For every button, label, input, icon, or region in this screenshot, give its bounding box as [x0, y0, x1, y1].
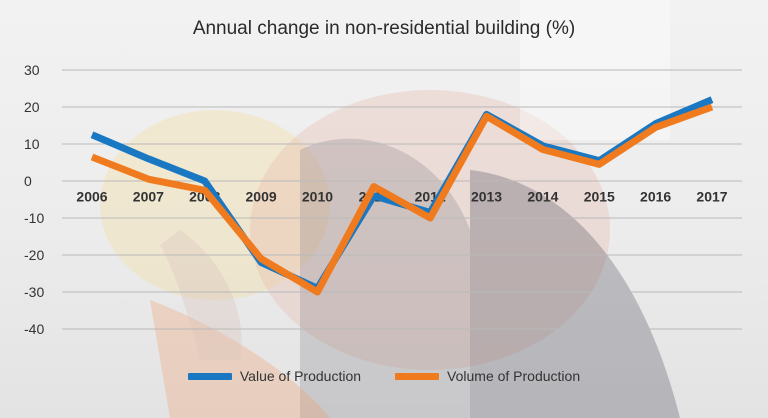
x-tick-label: 2006 [76, 188, 107, 204]
y-tick-label: -30 [24, 284, 44, 300]
x-tick-label: 2007 [133, 188, 164, 204]
series-line-volume [90, 103, 714, 296]
x-tick-label: 2017 [696, 188, 727, 204]
legend-item-volume: Volume of Production [395, 368, 580, 384]
x-tick-label: 2010 [302, 188, 333, 204]
x-tick-label: 2013 [471, 188, 502, 204]
legend-item-value: Value of Production [187, 368, 362, 384]
y-tick-label: 0 [24, 173, 32, 189]
legend-label-value: Value of Production [239, 368, 362, 384]
y-tick-label: 10 [24, 136, 40, 152]
x-tick-label: 2015 [584, 188, 615, 204]
y-axis-tick-labels: 30 20 10 0 -10 -20 -30 -40 [24, 62, 44, 337]
x-tick-label: 2016 [640, 188, 671, 204]
legend-label-volume: Volume of Production [447, 368, 581, 384]
y-tick-label: 20 [24, 99, 40, 115]
y-tick-label: -20 [24, 247, 44, 263]
chart-title: Annual change in non-residential buildin… [192, 18, 576, 39]
x-tick-label: 2009 [246, 188, 277, 204]
legend: Value of Production Volume of Production [0, 368, 768, 384]
y-tick-label: -10 [24, 210, 44, 226]
series-lines [90, 96, 714, 296]
series-line-value [90, 96, 714, 292]
legend-swatch-value [187, 372, 232, 380]
x-tick-label: 2014 [527, 188, 558, 204]
y-tick-label: -40 [24, 321, 44, 337]
y-tick-label: 30 [24, 62, 40, 78]
legend-swatch-volume [395, 372, 440, 380]
